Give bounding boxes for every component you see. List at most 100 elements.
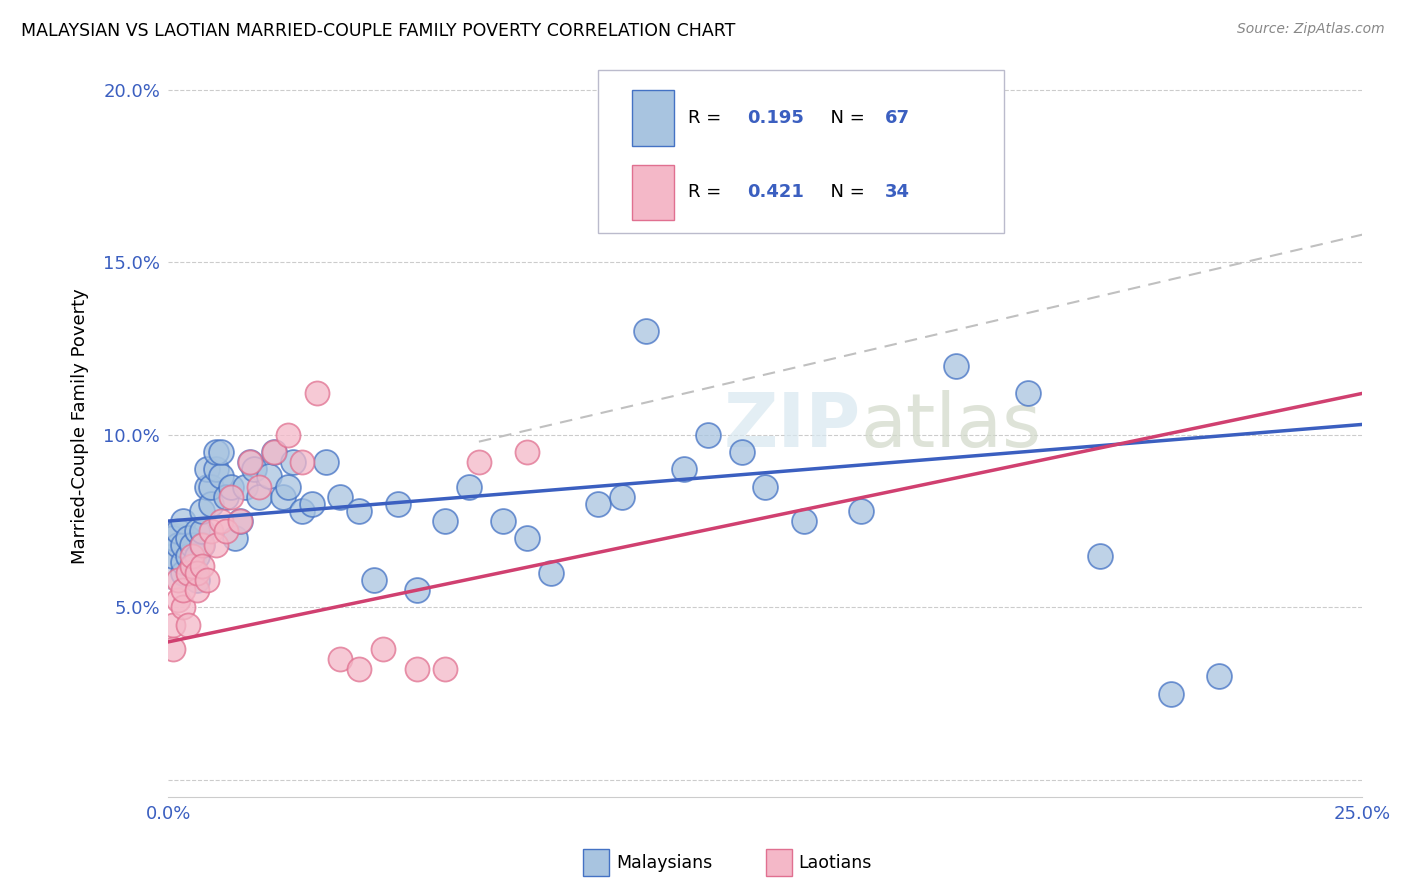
Point <box>172 566 194 580</box>
Point <box>373 641 395 656</box>
Point <box>162 641 184 656</box>
Point <box>233 479 256 493</box>
Point <box>405 583 427 598</box>
Point <box>186 524 208 539</box>
Point <box>215 524 238 539</box>
Point <box>172 600 194 615</box>
Point <box>191 524 214 539</box>
Text: Malaysians: Malaysians <box>616 854 711 871</box>
Point <box>263 445 285 459</box>
Y-axis label: Married-Couple Family Poverty: Married-Couple Family Poverty <box>72 288 89 564</box>
Point <box>271 490 294 504</box>
Point <box>239 455 262 469</box>
Point <box>349 504 371 518</box>
Point <box>793 514 815 528</box>
Point <box>239 455 262 469</box>
FancyBboxPatch shape <box>631 165 673 220</box>
Point <box>434 514 457 528</box>
Point <box>219 490 242 504</box>
Point <box>162 531 184 545</box>
Point <box>209 445 232 459</box>
Text: ZIP: ZIP <box>724 390 860 463</box>
Point <box>181 549 204 563</box>
Text: Source: ZipAtlas.com: Source: ZipAtlas.com <box>1237 22 1385 37</box>
Point <box>200 524 222 539</box>
Point <box>305 386 328 401</box>
Point <box>162 617 184 632</box>
Point <box>588 497 610 511</box>
Text: R =: R = <box>688 109 727 128</box>
Point <box>186 566 208 580</box>
Point <box>200 497 222 511</box>
Point <box>247 479 270 493</box>
Point <box>224 531 246 545</box>
Text: 34: 34 <box>884 184 910 202</box>
Point <box>329 490 352 504</box>
Point <box>897 135 920 149</box>
Point <box>172 583 194 598</box>
Point <box>301 497 323 511</box>
Point <box>205 538 228 552</box>
Point <box>186 549 208 563</box>
Point <box>540 566 562 580</box>
Point <box>492 514 515 528</box>
Text: atlas: atlas <box>860 390 1042 463</box>
Point <box>195 479 218 493</box>
Text: 0.195: 0.195 <box>748 109 804 128</box>
Point <box>281 455 304 469</box>
Point <box>176 549 198 563</box>
Point <box>387 497 409 511</box>
Point <box>172 556 194 570</box>
Point <box>167 524 190 539</box>
Point <box>191 538 214 552</box>
Point <box>162 549 184 563</box>
Point <box>1017 386 1039 401</box>
Point <box>209 469 232 483</box>
Point <box>205 445 228 459</box>
Point <box>243 462 266 476</box>
Point <box>1088 549 1111 563</box>
Point <box>181 538 204 552</box>
Point <box>257 469 280 483</box>
Point <box>176 617 198 632</box>
Point <box>516 445 538 459</box>
Point <box>612 490 634 504</box>
Text: □: □ <box>591 857 612 877</box>
Text: R =: R = <box>688 184 727 202</box>
Point <box>315 455 337 469</box>
FancyBboxPatch shape <box>631 90 673 146</box>
Point <box>1208 669 1230 683</box>
Point <box>291 504 314 518</box>
Point <box>167 538 190 552</box>
Point <box>172 538 194 552</box>
Point <box>754 479 776 493</box>
Point <box>730 445 752 459</box>
Point <box>673 462 696 476</box>
Text: N =: N = <box>820 184 870 202</box>
Point <box>219 479 242 493</box>
Point <box>1160 687 1182 701</box>
Point <box>172 514 194 528</box>
Point <box>634 324 657 338</box>
Point <box>195 462 218 476</box>
Point <box>181 558 204 573</box>
Point <box>405 663 427 677</box>
Point <box>205 462 228 476</box>
Point <box>363 573 385 587</box>
Point <box>215 490 238 504</box>
Text: 0.421: 0.421 <box>748 184 804 202</box>
Point <box>247 490 270 504</box>
Point <box>209 514 232 528</box>
Point <box>468 455 491 469</box>
Point <box>291 455 314 469</box>
Point <box>434 663 457 677</box>
Point <box>849 504 872 518</box>
Point <box>516 531 538 545</box>
Point <box>229 514 252 528</box>
Point <box>176 566 198 580</box>
Point <box>458 479 481 493</box>
Point <box>167 573 190 587</box>
Point <box>191 538 214 552</box>
Point <box>349 663 371 677</box>
Point <box>186 583 208 598</box>
